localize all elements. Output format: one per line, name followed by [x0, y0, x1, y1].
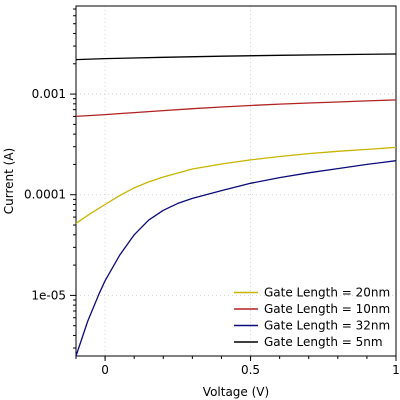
- y-tick-label: 1e-05: [31, 288, 66, 302]
- legend-label: Gate Length = 32nm: [264, 319, 390, 333]
- y-tick-label: 0.001: [32, 87, 66, 101]
- y-tick-label: 0.0001: [24, 188, 66, 202]
- legend: Gate Length = 20nm Gate Length = 10nm Gate…: [234, 286, 390, 349]
- series-lines: [75, 53, 397, 357]
- legend-label: Gate Length = 10nm: [264, 302, 390, 316]
- grid: [76, 6, 397, 356]
- x-axis-title: Voltage (V): [203, 385, 269, 399]
- series-line-0: [75, 146, 397, 224]
- plot-area: [75, 5, 397, 357]
- legend-label: Gate Length = 20nm: [264, 286, 390, 300]
- series-line-2: [75, 160, 397, 357]
- legend-label: Gate Length = 5nm: [264, 335, 383, 349]
- axis-ticks: 0 0.5 1 1e-05 0.0001 0.001: [24, 8, 400, 377]
- x-tick-label: 0.5: [241, 363, 260, 377]
- x-tick-label: 0: [101, 363, 109, 377]
- series-line-1: [75, 99, 397, 118]
- y-axis-title: Current (A): [2, 148, 16, 214]
- x-tick-label: 1: [392, 363, 400, 377]
- series-line-3: [75, 53, 397, 61]
